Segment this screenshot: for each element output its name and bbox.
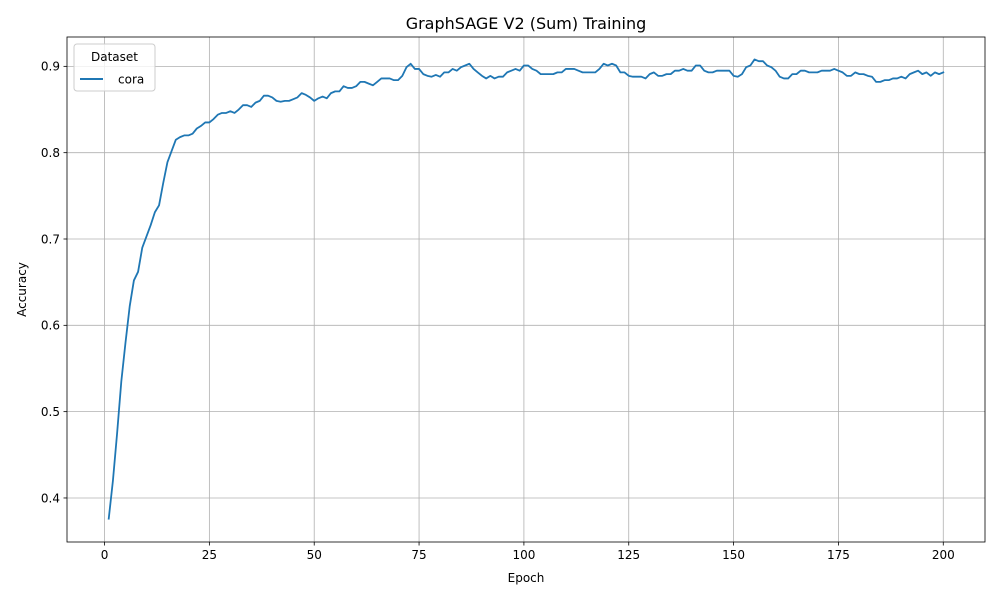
y-tick-label: 0.6 <box>41 319 60 333</box>
legend-title: Dataset <box>91 50 138 64</box>
x-tick-label: 0 <box>101 548 109 562</box>
x-tick-label: 100 <box>512 548 535 562</box>
y-tick-label: 0.4 <box>41 491 60 505</box>
plot-frame <box>66 36 986 543</box>
x-tick-label: 50 <box>307 548 322 562</box>
y-tick-label: 0.7 <box>41 232 60 246</box>
y-axis-ticks: 0.4 0.5 0.6 0.7 0.8 0.9 <box>41 60 67 505</box>
x-axis-ticks: 0 25 50 75 100 125 150 175 200 <box>101 542 955 562</box>
series-line-cora <box>107 58 945 520</box>
x-tick-label: 175 <box>827 548 850 562</box>
x-tick-label: 150 <box>722 548 745 562</box>
plot-lines <box>107 58 945 520</box>
y-tick-label: 0.5 <box>41 405 60 419</box>
x-tick-label: 200 <box>932 548 955 562</box>
legend: Dataset cora <box>73 43 156 92</box>
x-tick-label: 75 <box>411 548 426 562</box>
x-tick-label: 25 <box>202 548 217 562</box>
legend-label-cora: cora <box>118 73 144 87</box>
chart-title: GraphSAGE V2 (Sum) Training <box>406 14 647 33</box>
y-tick-label: 0.9 <box>41 60 60 74</box>
y-tick-label: 0.8 <box>41 146 60 160</box>
y-axis-label: Accuracy <box>15 262 29 317</box>
x-axis-label: Epoch <box>508 571 545 585</box>
x-tick-label: 125 <box>617 548 640 562</box>
